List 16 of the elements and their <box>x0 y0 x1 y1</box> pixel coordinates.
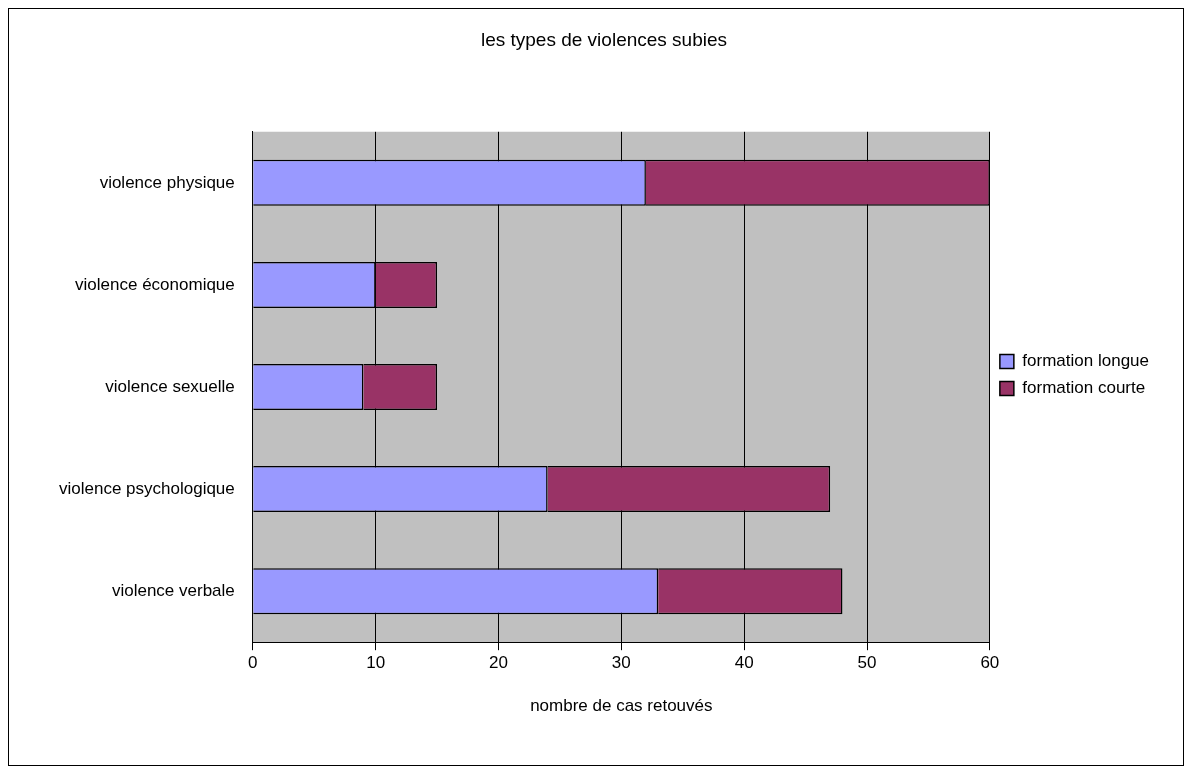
x-axis-title: nombre de cas retouvés <box>530 696 713 716</box>
x-tick-label: 10 <box>366 653 386 673</box>
x-tick-label: 0 <box>248 653 258 673</box>
legend-label: formation courte <box>1022 378 1146 398</box>
x-tick-label: 30 <box>611 653 631 673</box>
x-tick-label: 40 <box>734 653 754 673</box>
chart-title: les types de violences subies <box>480 28 728 50</box>
y-tick-label: violence économique <box>75 274 235 294</box>
y-tick-label: violence verbale <box>111 580 235 600</box>
y-tick-label: violence sexuelle <box>105 376 235 396</box>
x-tick-label: 20 <box>489 653 508 673</box>
y-tick-label: violence physique <box>99 172 235 192</box>
x-tick-label: 60 <box>980 653 1000 673</box>
y-tick-label: violence psychologique <box>58 478 235 498</box>
x-tick-label: 50 <box>857 653 877 673</box>
legend-label: formation longue <box>1022 351 1149 371</box>
